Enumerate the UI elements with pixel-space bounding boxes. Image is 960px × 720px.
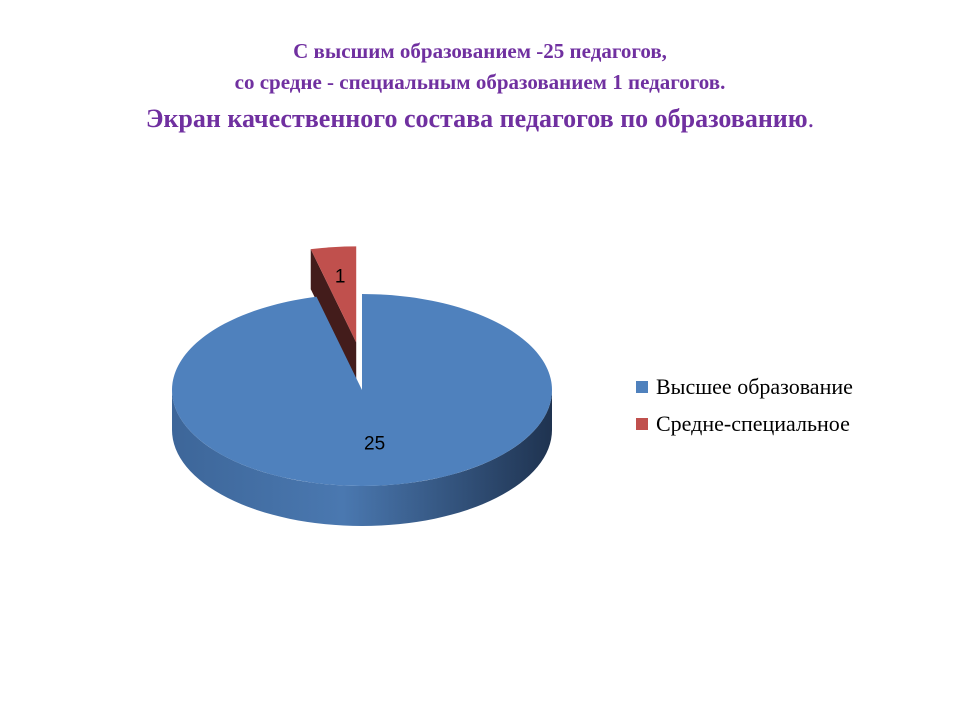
data-label-secondary-special: 1 — [335, 267, 346, 288]
header: С высшим образованием -25 педагогов, со … — [0, 36, 960, 138]
page-title-period: . — [807, 104, 815, 133]
subtitle-line-1: С высшим образованием -25 педагогов, — [293, 39, 667, 63]
pie-slice-top-higher-education — [172, 294, 553, 486]
pie-slice-top-secondary-special — [310, 246, 357, 343]
legend-label-secondary-special: Средне-специальное — [656, 410, 850, 436]
page-title-text: Экран качественного состава педагогов по… — [145, 104, 808, 133]
page-title: Экран качественного состава педагогов по… — [0, 100, 960, 138]
legend-label-higher-education: Высшее образование — [656, 373, 853, 399]
pie-slice-wall-secondary-special-start — [310, 249, 357, 383]
pie-slice-higher-education — [172, 294, 553, 526]
legend-swatch-blue — [636, 380, 648, 393]
pie-slice-secondary-special — [310, 246, 357, 383]
legend-swatch-red — [636, 417, 648, 430]
subtitle-line-2: со средне - специальным образованием 1 п… — [234, 70, 726, 94]
legend-item-secondary-special: Средне-специальное — [636, 405, 853, 442]
data-label-higher-education: 25 — [364, 433, 385, 454]
legend-item-higher-education: Высшее образование — [636, 368, 853, 405]
pie-slice-rim-higher-education — [172, 390, 552, 526]
legend: Высшее образование Средне-специальное — [636, 368, 853, 442]
